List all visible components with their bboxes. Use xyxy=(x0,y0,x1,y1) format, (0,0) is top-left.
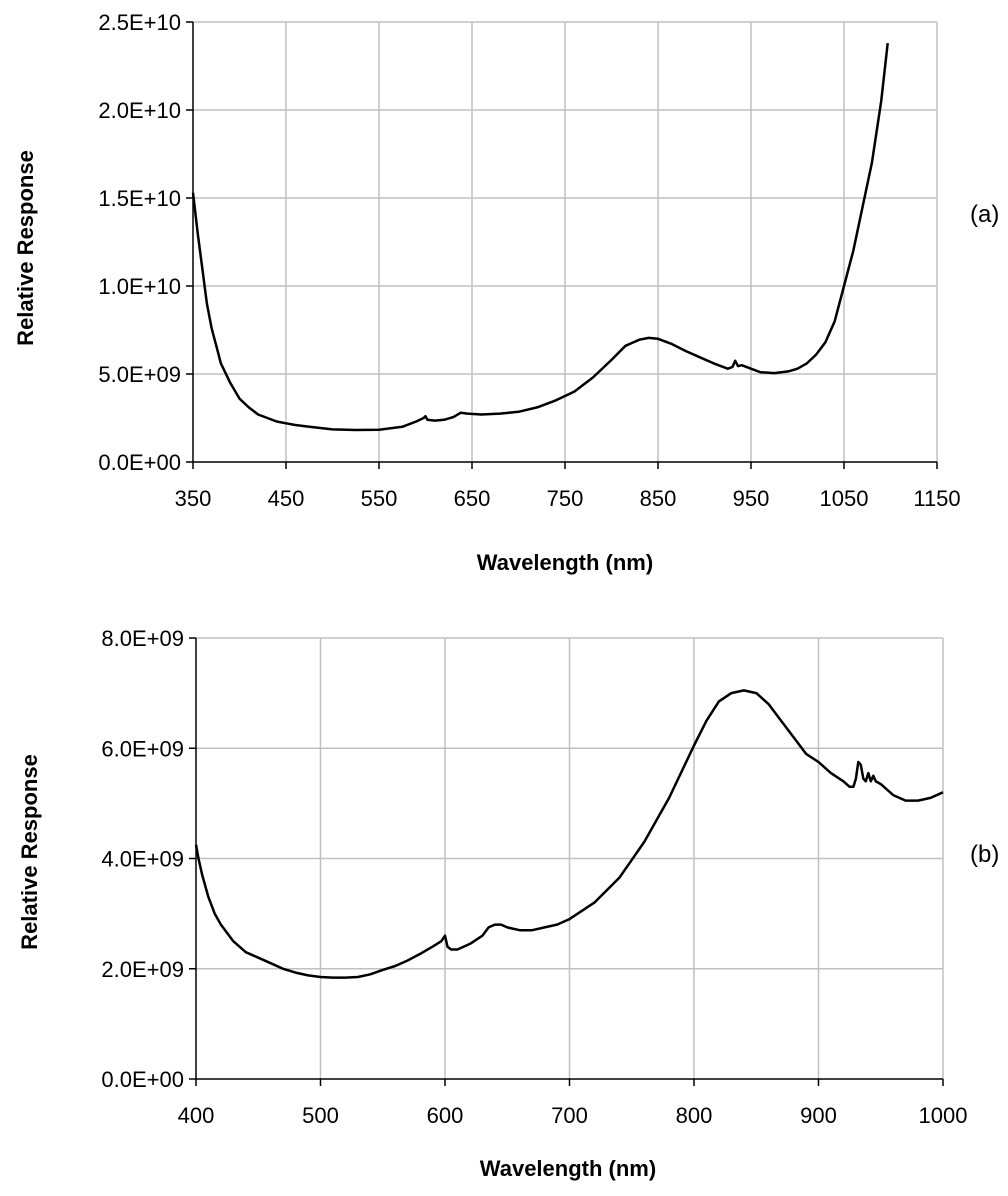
chart-b-x-tick-labels: 400 500 600 700 800 900 1000 xyxy=(178,1103,968,1128)
chart-a: 350 450 550 650 750 850 950 1050 1150 0.0E+00 5.0… xyxy=(0,0,1008,590)
chart-b-x-tick-label: 700 xyxy=(551,1103,588,1128)
chart-a-y-tick-label: 1.5E+10 xyxy=(98,186,181,211)
chart-a-y-tick-label: 2.5E+10 xyxy=(98,10,181,35)
chart-b-svg: 400 500 600 700 800 900 1000 0.0E+00 2.0E+09 4.0… xyxy=(17,626,999,1181)
chart-a-axes xyxy=(186,21,938,469)
chart-a-gridlines xyxy=(193,21,938,462)
chart-a-svg: 350 450 550 650 750 850 950 1050 1150 0.0E+00 5.0… xyxy=(13,10,999,575)
chart-b-x-tick-label: 1000 xyxy=(919,1103,968,1128)
chart-a-y-tick-labels: 0.0E+00 5.0E+09 1.0E+10 1.5E+10 2.0E+10 2.5E+… xyxy=(98,10,181,475)
chart-a-y-tick-label: 1.0E+10 xyxy=(98,274,181,299)
chart-b-y-tick-label: 4.0E+09 xyxy=(101,847,184,872)
chart-a-y-tick-label: 2.0E+10 xyxy=(98,98,181,123)
chart-b-y-tick-label: 2.0E+09 xyxy=(101,957,184,982)
chart-b-axes xyxy=(189,637,944,1086)
chart-b: 400 500 600 700 800 900 1000 0.0E+00 2.0E+09 4.0… xyxy=(0,598,1008,1196)
chart-a-y-tick-label: 5.0E+09 xyxy=(98,362,181,387)
chart-b-series-group xyxy=(194,689,944,979)
chart-b-x-axis-title: Wavelength (nm) xyxy=(480,1156,656,1181)
chart-a-series-group xyxy=(191,42,889,432)
chart-b-x-tick-label: 500 xyxy=(302,1103,339,1128)
chart-a-x-tick-label: 1150 xyxy=(913,486,960,511)
chart-a-y-tick-label: 0.0E+00 xyxy=(98,450,181,475)
chart-b-y-tick-label: 6.0E+09 xyxy=(101,736,184,761)
chart-b-y-tick-label: 0.0E+00 xyxy=(101,1067,184,1092)
chart-b-gridlines xyxy=(196,637,944,1079)
chart-a-x-tick-label: 950 xyxy=(733,486,770,511)
chart-a-x-tick-labels: 350 450 550 650 750 850 950 1050 1150 xyxy=(175,486,961,511)
chart-a-x-axis-title: Wavelength (nm) xyxy=(477,550,653,575)
chart-a-x-tick-label: 1050 xyxy=(820,486,869,511)
chart-a-x-tick-label: 550 xyxy=(361,486,398,511)
chart-b-x-tick-label: 400 xyxy=(178,1103,215,1128)
chart-b-x-tick-label: 600 xyxy=(427,1103,464,1128)
chart-a-x-tick-label: 750 xyxy=(547,486,584,511)
chart-a-panel-label: (a) xyxy=(970,201,999,228)
chart-a-series-line xyxy=(191,42,889,432)
chart-a-x-tick-label: 850 xyxy=(640,486,677,511)
chart-b-series-line xyxy=(194,689,944,979)
chart-b-x-tick-label: 800 xyxy=(676,1103,713,1128)
chart-b-x-tick-label: 900 xyxy=(800,1103,837,1128)
chart-b-y-tick-label: 8.0E+09 xyxy=(101,626,184,651)
chart-b-panel-label: (b) xyxy=(970,841,999,868)
chart-a-x-tick-label: 650 xyxy=(454,486,491,511)
chart-a-y-axis-title: Relative Response xyxy=(13,150,38,346)
chart-b-y-axis-title: Relative Response xyxy=(17,754,42,950)
chart-a-x-tick-label: 350 xyxy=(175,486,212,511)
chart-a-x-tick-label: 450 xyxy=(268,486,305,511)
chart-b-y-tick-labels: 0.0E+00 2.0E+09 4.0E+09 6.0E+09 8.0E+09 xyxy=(101,626,184,1092)
